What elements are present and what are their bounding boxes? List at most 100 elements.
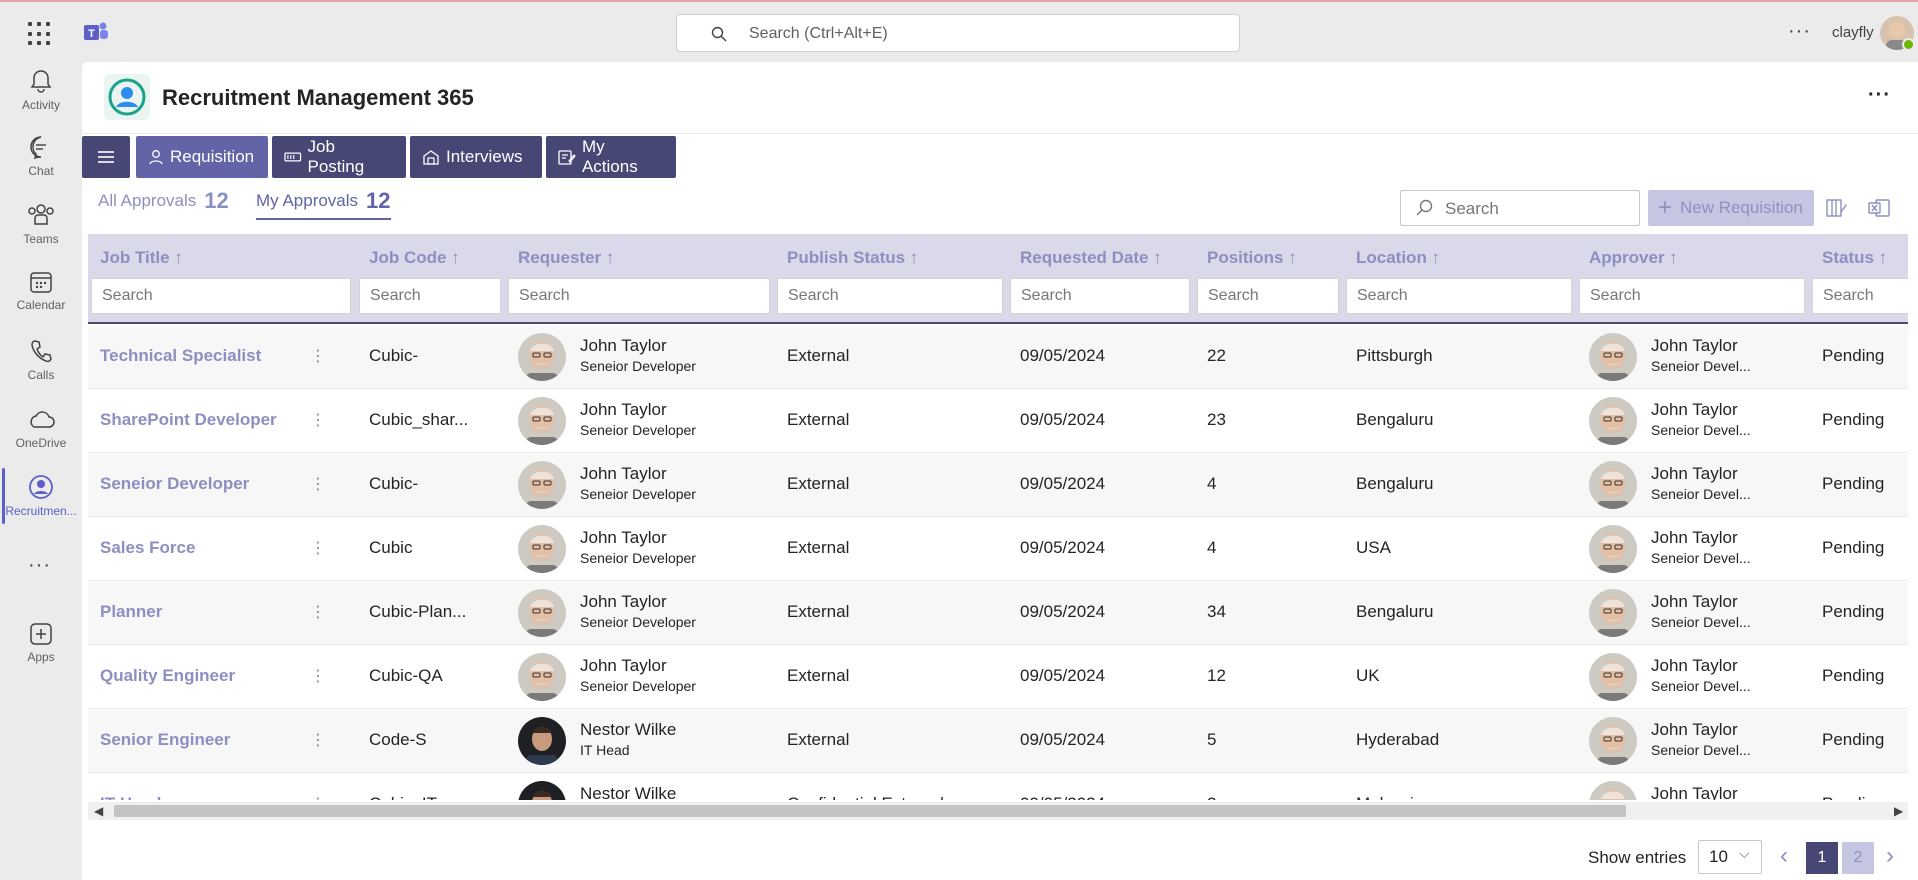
tab-label: Interviews	[446, 147, 523, 166]
requested-date-cell: 09/05/2024	[1020, 730, 1106, 749]
tab-my-actions[interactable]: My Actions	[546, 136, 676, 178]
requested-date-cell: 09/05/2024	[1020, 410, 1106, 429]
more-apps-button[interactable]: ···	[28, 554, 51, 576]
page-size-select[interactable]: 10 ⌵	[1698, 840, 1762, 874]
tab-label: All Approvals	[98, 191, 197, 210]
avatar	[1589, 397, 1637, 445]
filter-publish-status-input[interactable]: Search	[777, 278, 1003, 314]
tab-count: 12	[204, 188, 229, 213]
column-header-status[interactable]: Status ↑	[1822, 248, 1888, 267]
row-actions-icon[interactable]: ⋮	[310, 668, 326, 685]
svg-text:T: T	[88, 28, 95, 40]
job-title-link[interactable]: Sales Force	[100, 538, 196, 557]
filter-status-input[interactable]: Search	[1812, 278, 1908, 314]
app-more-button[interactable]: ···	[1868, 84, 1891, 106]
column-header-location[interactable]: Location ↑	[1356, 248, 1441, 267]
table-row[interactable]: SharePoint Developer ⋮ Cubic_shar... John T…	[88, 390, 1908, 453]
rail-item-calendar[interactable]: Calendar	[0, 264, 82, 326]
job-title-link[interactable]: Planner	[100, 602, 163, 621]
column-header-positions[interactable]: Positions ↑	[1207, 248, 1297, 267]
table-row[interactable]: Technical Specialist ⋮ Cubic- John Taylor Se…	[88, 326, 1908, 389]
megaphone-icon	[284, 152, 302, 162]
menu-button[interactable]	[82, 136, 130, 178]
status-cell: Pending	[1822, 666, 1885, 685]
page-button-2[interactable]: 2	[1842, 842, 1874, 874]
column-header-requested-date[interactable]: Requested Date ↑	[1020, 248, 1162, 267]
rail-item-activity[interactable]: Activity	[0, 62, 82, 124]
rail-label: Apps	[27, 650, 55, 664]
filter-job-code-input[interactable]: Search	[359, 278, 501, 314]
rail-item-apps[interactable]: Apps	[0, 616, 82, 678]
approver-name: John Taylor	[1651, 528, 1738, 547]
column-header-job-code[interactable]: Job Code ↑	[369, 248, 460, 267]
horizontal-scrollbar[interactable]: ◀ ▶	[88, 802, 1908, 820]
next-page-icon[interactable]: ›	[1886, 842, 1894, 869]
column-header-job-title[interactable]: Job Title ↑	[100, 248, 183, 267]
row-actions-icon[interactable]: ⋮	[310, 732, 326, 749]
rail-item-chat[interactable]: Chat	[0, 128, 82, 190]
table-row[interactable]: Senior Engineer ⋮ Code-S Nestor Wilke IT Hea…	[88, 710, 1908, 773]
tab-my-approvals[interactable]: My Approvals 12	[256, 188, 391, 220]
tab-label: My Approvals	[256, 191, 359, 210]
table-row[interactable]: Seneior Developer ⋮ Cubic- John Taylor Senei…	[88, 454, 1908, 517]
chevron-down-icon: ⌵	[1739, 845, 1750, 861]
column-settings-icon[interactable]	[1826, 198, 1848, 218]
page-button-1[interactable]: 1	[1806, 842, 1838, 874]
table-search-input[interactable]: Search	[1400, 190, 1640, 226]
filter-location-input[interactable]: Search	[1346, 278, 1572, 314]
new-requisition-button[interactable]: + New Requisition	[1648, 190, 1814, 226]
scroll-right-icon[interactable]: ▶	[1894, 804, 1904, 818]
location-cell: USA	[1356, 538, 1391, 557]
job-title-link[interactable]: Senior Engineer	[100, 730, 231, 749]
column-header-requester[interactable]: Requester ↑	[518, 248, 615, 267]
approvals-table: Job Title ↑ Job Code ↑ Requester ↑ Publi…	[88, 234, 1908, 800]
job-title-link[interactable]: IT Head	[100, 794, 161, 800]
rail-item-teams[interactable]: Teams	[0, 196, 82, 258]
tab-job-posting[interactable]: Job Posting	[272, 136, 406, 178]
person-icon	[149, 150, 163, 165]
scroll-left-icon[interactable]: ◀	[94, 804, 104, 818]
row-actions-icon[interactable]: ⋮	[310, 604, 326, 621]
column-header-publish-status[interactable]: Publish Status ↑	[787, 248, 919, 267]
job-title-link[interactable]: Quality Engineer	[100, 666, 236, 685]
rail-item-onedrive[interactable]: OneDrive	[0, 400, 82, 462]
positions-cell: 2	[1207, 794, 1216, 800]
requested-date-cell: 09/05/2024	[1020, 666, 1106, 685]
approver-role: Seneior Devel...	[1651, 550, 1751, 566]
filter-requested-date-input[interactable]: Search	[1010, 278, 1190, 314]
publish-status-cell: Confidential External	[787, 794, 944, 800]
table-row[interactable]: Quality Engineer ⋮ Cubic-QA John Taylor Sene…	[88, 646, 1908, 709]
app-launcher-icon[interactable]	[28, 22, 54, 46]
app-content: Recruitment Management 365 ··· Requisiti…	[82, 62, 1918, 880]
presence-available-icon	[1902, 38, 1915, 51]
global-search-input[interactable]: Search (Ctrl+Alt+E)	[676, 14, 1240, 52]
filter-job-title-input[interactable]: Search	[91, 278, 351, 314]
table-row[interactable]: Planner ⋮ Cubic-Plan... John Taylor Seneior …	[88, 582, 1908, 645]
job-title-link[interactable]: SharePoint Developer	[100, 410, 277, 429]
row-actions-icon[interactable]: ⋮	[310, 794, 326, 800]
avatar	[1589, 461, 1637, 509]
scrollbar-thumb[interactable]	[114, 805, 1626, 817]
job-title-link[interactable]: Seneior Developer	[100, 474, 250, 493]
tab-all-approvals[interactable]: All Approvals 12	[98, 188, 229, 220]
more-options-button[interactable]: ···	[1788, 20, 1811, 42]
job-title-link[interactable]: Technical Specialist	[100, 346, 262, 365]
row-actions-icon[interactable]: ⋮	[310, 476, 326, 493]
filter-requester-input[interactable]: Search	[508, 278, 770, 314]
row-actions-icon[interactable]: ⋮	[310, 540, 326, 557]
excel-export-icon[interactable]	[1868, 198, 1890, 218]
rail-item-recruitment[interactable]: Recruitmen...	[0, 468, 82, 530]
rail-label: Calls	[27, 368, 55, 382]
row-actions-icon[interactable]: ⋮	[310, 348, 326, 365]
rail-item-calls[interactable]: Calls	[0, 332, 82, 394]
positions-cell: 22	[1207, 346, 1226, 365]
column-header-approver[interactable]: Approver ↑	[1589, 248, 1678, 267]
table-row[interactable]: Sales Force ⋮ Cubic John Taylor Seneior Deve…	[88, 518, 1908, 581]
tab-requisition[interactable]: Requisition	[136, 136, 268, 178]
filter-approver-input[interactable]: Search	[1579, 278, 1805, 314]
tab-interviews[interactable]: Interviews	[410, 136, 542, 178]
row-actions-icon[interactable]: ⋮	[310, 412, 326, 429]
prev-page-icon[interactable]: ‹	[1780, 842, 1788, 869]
filter-positions-input[interactable]: Search	[1197, 278, 1339, 314]
